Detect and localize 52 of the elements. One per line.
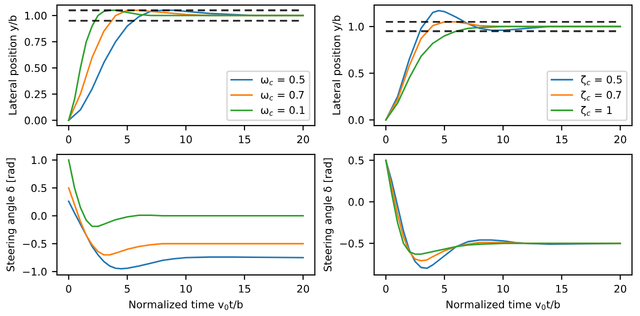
x-tick-label: 5 <box>442 136 447 144</box>
x-axis-title: Normalized time v$_{0}$t/b <box>446 300 560 310</box>
legend-label: ζ$_{c}$ = 0.7 <box>581 90 621 101</box>
y-tick-label: 0.5 <box>31 184 46 192</box>
y-axis-title: Lateral position y/b <box>8 16 18 114</box>
line-series <box>68 187 304 256</box>
y-tick-label: 0.0 <box>348 198 364 206</box>
y-tick-label: 1.0 <box>32 156 47 164</box>
y-axis-title: Steering angle δ [rad] <box>6 158 16 272</box>
x-tick-label: 0 <box>383 135 388 144</box>
legend-label: ω$_{c}$ = 0.5 <box>261 76 304 86</box>
legend-label: ζ$_{c}$ = 0.5 <box>581 75 622 86</box>
line-series <box>68 10 304 122</box>
y-axis-title: Steering angle δ [rad] <box>323 158 334 272</box>
x-tick-label: 0 <box>66 135 72 144</box>
y-tick-label: 0.5 <box>348 156 364 164</box>
x-tick-label: 10 <box>498 284 510 293</box>
legend-label: ζ$_{c}$ = 1 <box>581 106 612 116</box>
x-tick-label: 5 <box>442 284 447 293</box>
x-tick-label: 10 <box>498 135 510 144</box>
x-tick-label: 20 <box>297 135 310 144</box>
x-tick-label: 20 <box>614 284 626 293</box>
x-tick-label: 0 <box>383 284 388 293</box>
y-tick-label: 0.50 <box>24 64 47 72</box>
y-tick-label: 0.00 <box>24 116 47 124</box>
x-tick-label: 5 <box>124 136 130 144</box>
x-tick-label: 20 <box>614 135 626 144</box>
y-tick-label: 0.0 <box>31 212 47 220</box>
x-tick-label: 10 <box>180 135 192 144</box>
y-tick-label: 0.0 <box>348 116 364 124</box>
legend-label: ω$_{c}$ = 0.1 <box>261 106 304 116</box>
y-tick-label: 1.00 <box>25 12 47 20</box>
x-tick-label: 15 <box>239 284 250 293</box>
x-tick-label: 20 <box>297 284 310 293</box>
line-series <box>68 159 304 228</box>
legend-label: ω$_{c}$ = 0.7 <box>261 90 304 100</box>
y-tick-label: −0.5 <box>340 240 364 248</box>
x-tick-label: 15 <box>556 136 568 144</box>
x-tick-label: 15 <box>556 284 568 293</box>
x-tick-label: 15 <box>239 136 250 144</box>
y-tick-label: 1.0 <box>348 22 364 31</box>
x-tick-label: 5 <box>124 284 130 293</box>
y-tick-label: 0.25 <box>24 90 46 98</box>
x-axis-title: Normalized time v$_{0}$t/b <box>129 300 243 310</box>
x-tick-label: 0 <box>66 284 72 293</box>
y-tick-label: −0.5 <box>23 240 46 248</box>
y-tick-label: −1.0 <box>23 268 47 276</box>
y-axis-title: Lateral position y/b <box>332 16 342 114</box>
y-tick-label: 0.5 <box>348 69 364 78</box>
y-tick-label: 0.75 <box>24 38 46 46</box>
line-series <box>68 200 304 270</box>
x-tick-label: 10 <box>180 284 192 293</box>
